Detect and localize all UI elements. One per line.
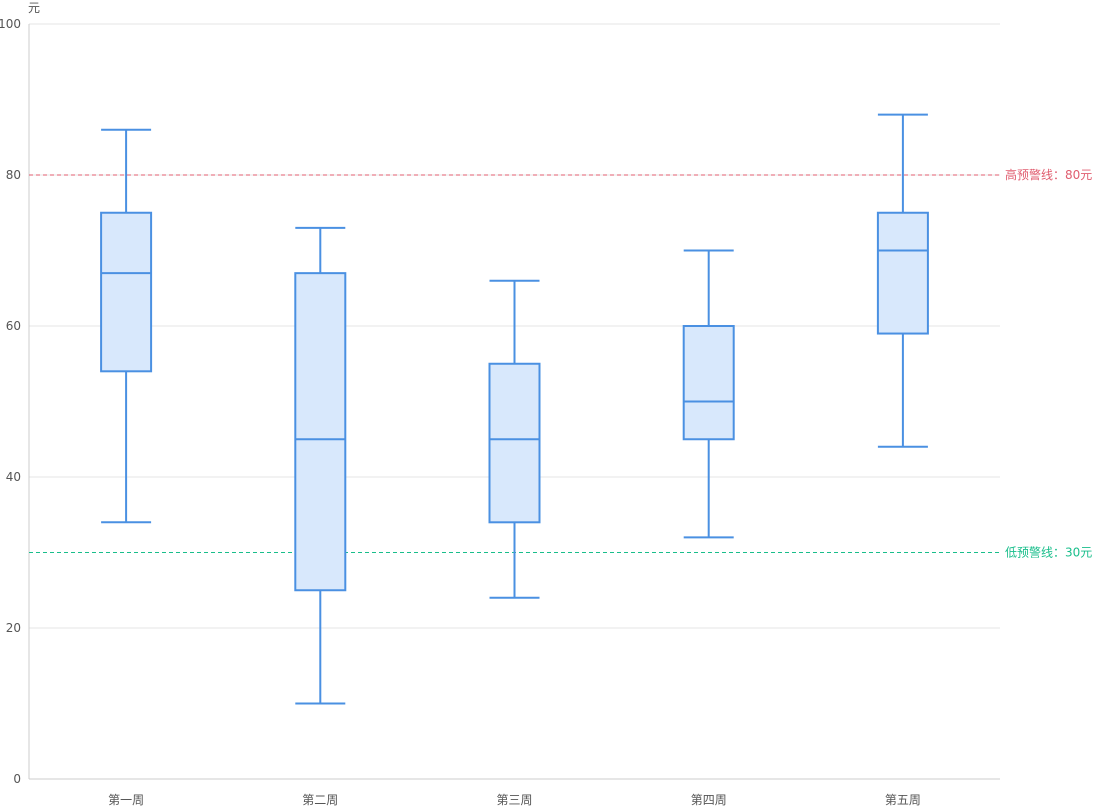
warning-line-label: 高预警线：80元 [1005, 167, 1092, 182]
box-body [876, 211, 929, 335]
box-5 [876, 113, 929, 448]
x-tick-label: 第三周 [496, 793, 532, 807]
y-tick-label: 20 [6, 621, 21, 635]
x-tick-label: 第五周 [885, 793, 921, 807]
x-tick-label: 第一周 [108, 793, 144, 807]
box-3 [488, 279, 541, 599]
box-body [294, 272, 347, 592]
box-body [682, 325, 735, 441]
box-1 [100, 128, 153, 524]
y-tick-label: 100 [0, 17, 21, 31]
x-tick-label: 第四周 [691, 793, 727, 807]
axes: 0 20 40 60 80 100 第一周 第二周 第三周 第四周 第五周 [0, 17, 1000, 807]
x-tick-label: 第二周 [302, 793, 338, 807]
box-4 [682, 249, 735, 539]
y-tick-label: 40 [6, 470, 21, 484]
box-2 [294, 226, 347, 705]
y-tick-label: 80 [6, 168, 21, 182]
y-tick-label: 60 [6, 319, 21, 333]
warning-line-label: 低预警线：30元 [1005, 545, 1092, 560]
y-tick-label: 0 [13, 772, 21, 786]
boxes [100, 113, 929, 705]
box-body [100, 211, 153, 373]
y-axis-unit: 元 [28, 1, 40, 15]
box-body [488, 362, 541, 524]
